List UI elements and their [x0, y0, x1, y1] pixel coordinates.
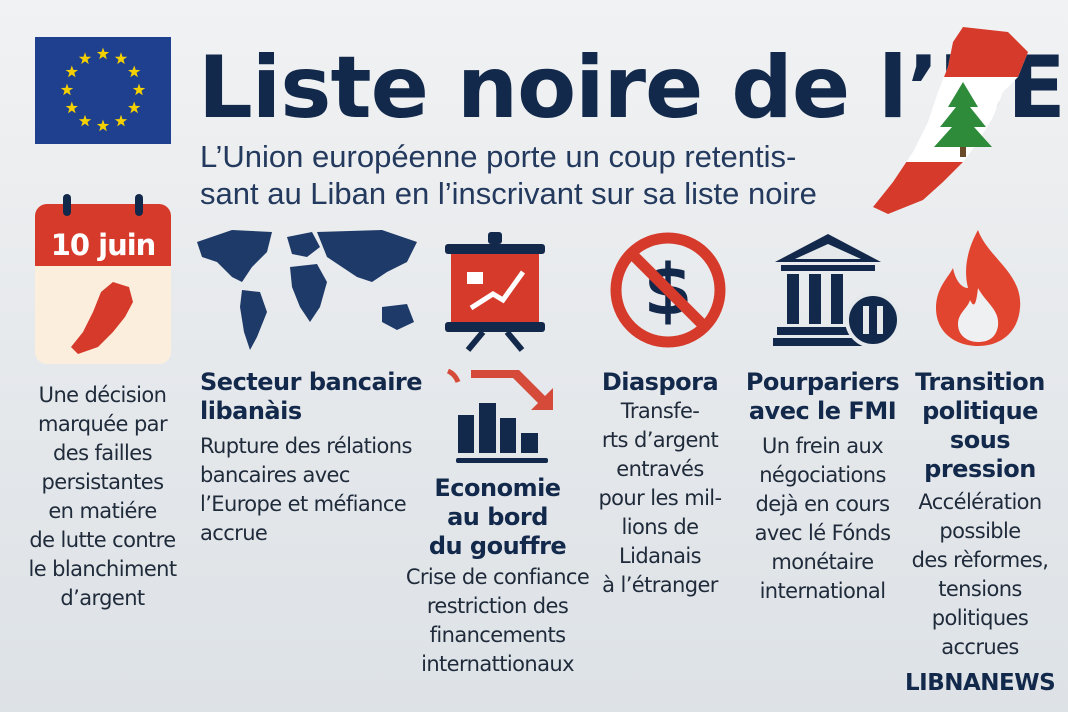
body-line: entravés [616, 457, 704, 481]
body-line: en matiére [48, 499, 157, 523]
body-line: accrue [200, 521, 268, 545]
presentation-board-icon [445, 232, 545, 352]
diaspora-section: Diaspora Transfe- rts d’argent entravés … [585, 368, 735, 600]
eu-star-icon [128, 65, 141, 78]
body-line: tensions [938, 577, 1022, 601]
calendar-icon [35, 194, 171, 364]
section-heading: Pourpariers avec le FMI [740, 368, 905, 426]
body-line: Transfe- [620, 399, 700, 423]
body-line: internattionaux [421, 652, 574, 676]
section-heading: Economie au bord du gouffre [400, 474, 595, 561]
heading-line: Diaspora [601, 368, 719, 396]
body-line: le blanchiment [28, 557, 178, 581]
section-heading: Diaspora [585, 368, 735, 397]
section-body: Accélération possible des rèformes, tens… [900, 488, 1060, 662]
body-line: Accélération [918, 490, 1042, 514]
body-line: dejà en cours [755, 492, 890, 516]
body-line: Un frein aux [761, 434, 884, 458]
subtitle-line: L’Union européenne porte un coup retenti… [200, 139, 797, 174]
body-line: international [759, 579, 886, 603]
body-line: l’Europe et méfiance [200, 492, 407, 516]
body-line: Lidanais [619, 544, 701, 568]
body-line: des rèformes, [911, 548, 1049, 572]
heading-line: libanàis [200, 397, 302, 425]
body-line: rts d’argent [601, 428, 719, 452]
heading-line: Transition [915, 368, 1045, 396]
banking-sector-section: Secteur bancaire libanàis Rupture des ré… [200, 368, 430, 548]
heading-line: du gouffre [428, 532, 567, 560]
heading-line: sous [949, 426, 1011, 454]
heading-line: pression [924, 455, 1036, 483]
eu-star-icon [65, 65, 78, 78]
world-map-icon [197, 230, 417, 350]
section-body: Un frein aux négociations dejà en cours … [740, 432, 905, 606]
body-line: Une décision [38, 383, 167, 407]
body-line: monétaire [771, 550, 874, 574]
body-line: Rupture des rélations [200, 434, 412, 458]
body-line: d’argent [60, 586, 145, 610]
section-body: Crise de confiance restriction des finan… [400, 563, 595, 679]
section-heading: Transition politique sous pression [900, 368, 1060, 484]
body-line: possible [939, 519, 1021, 543]
falling-chart-icon [446, 368, 553, 463]
body-line: Crise de confiance [405, 565, 590, 589]
decision-text: Une décision marquée par des failles per… [20, 381, 185, 613]
page-title: Liste noire de l’UE [198, 38, 1066, 138]
imf-talks-section: Pourpariers avec le FMI Un frein aux nég… [740, 368, 905, 606]
body-line: persistantes [41, 470, 165, 494]
body-line: bancaires avec [200, 463, 350, 487]
body-line: lions de [621, 515, 700, 539]
eu-star-icon [114, 52, 128, 65]
body-line: négociations [759, 463, 886, 487]
economy-section: Economie au bord du gouffre Crise de con… [400, 474, 595, 679]
heading-line: Secteur bancaire [200, 368, 423, 396]
page-subtitle: L’Union européenne porte un coup retenti… [200, 138, 900, 212]
eu-star-icon [128, 101, 141, 114]
eu-flag-icon [35, 37, 171, 144]
body-line: politiques [931, 606, 1029, 630]
calendar-date: 10 juin [50, 228, 157, 262]
body-line: à l’étranger [602, 573, 718, 597]
no-dollar-icon: $ [610, 232, 726, 348]
body-line: marquée par [38, 412, 168, 436]
section-heading: Secteur bancaire libanàis [200, 368, 430, 426]
body-line: accrues [941, 635, 1019, 659]
body-line: pour les mil- [598, 486, 722, 510]
bank-icon [773, 234, 901, 348]
eu-star-icon [60, 83, 74, 96]
eu-star-icon [96, 47, 110, 60]
section-body: Rupture des rélations bancaires avec l’E… [200, 432, 430, 548]
heading-line: Pourpariers [745, 368, 900, 396]
subtitle-line: sant au Liban en l’inscrivant sur sa lis… [200, 176, 817, 211]
body-line: de lutte contre [29, 528, 176, 552]
flame-icon [936, 230, 1021, 346]
body-line: des failles [53, 441, 153, 465]
heading-line: politique [922, 397, 1038, 425]
lebanon-flag-map-icon [873, 27, 1028, 214]
heading-line: au bord [447, 503, 548, 531]
eu-star-icon [132, 83, 146, 96]
eu-star-icon [65, 101, 78, 114]
brand-logo: LIBNANEWS [905, 670, 1056, 696]
political-transition-section: Transition politique sous pression Accél… [900, 368, 1060, 662]
body-line: financements [429, 623, 566, 647]
section-body: Transfe- rts d’argent entravés pour les … [585, 397, 735, 600]
heading-line: Economie [434, 474, 561, 502]
body-line: restriction des [426, 594, 569, 618]
eu-star-icon [96, 119, 110, 132]
eu-star-icon [114, 114, 128, 127]
eu-star-icon [78, 114, 92, 127]
eu-star-icon [78, 52, 92, 65]
body-line: avec lé Fónds [754, 521, 891, 545]
heading-line: avec le FMI [748, 397, 897, 425]
